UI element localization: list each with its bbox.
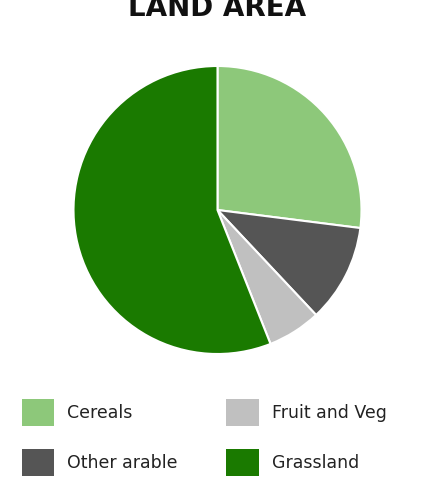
Wedge shape [217, 210, 359, 315]
Text: Fruit and Veg: Fruit and Veg [271, 404, 386, 421]
Wedge shape [73, 66, 270, 354]
Text: Other arable: Other arable [67, 454, 178, 471]
Text: Cereals: Cereals [67, 404, 132, 421]
Wedge shape [217, 210, 316, 344]
Text: Grassland: Grassland [271, 454, 358, 471]
Title: LAND AREA: LAND AREA [128, 0, 306, 22]
Wedge shape [217, 66, 361, 228]
